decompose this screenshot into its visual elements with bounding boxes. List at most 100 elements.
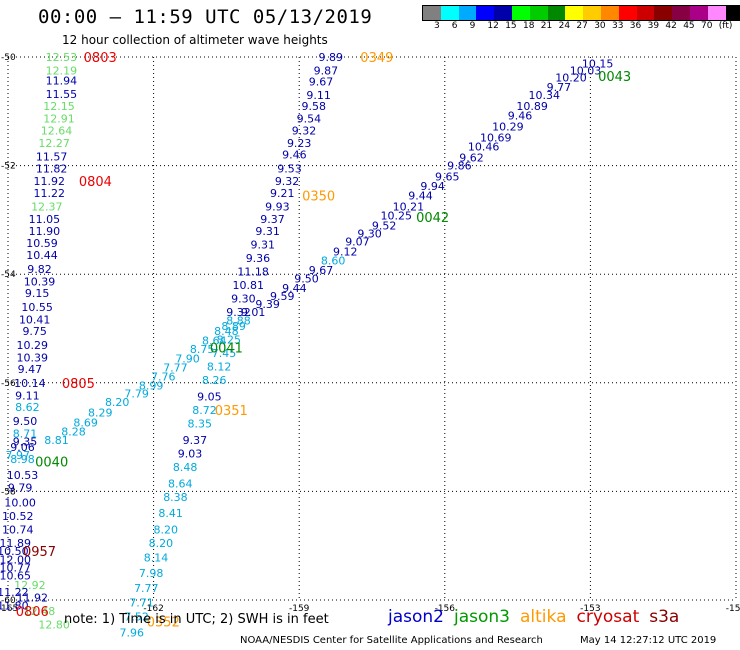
wave-height-value: 9.50 (294, 273, 319, 286)
legend-label: 15 (505, 21, 517, 31)
legend-swatch (494, 6, 512, 20)
legend-swatch (565, 6, 584, 20)
wave-height-value: 10.77 (0, 561, 31, 574)
wave-height-value: 9.47 (18, 363, 43, 376)
wave-height-value: 10.81 (232, 279, 264, 292)
wave-height-value: 10.41 (19, 313, 51, 326)
wave-height-value: 10.39 (17, 351, 49, 364)
wave-height-value: 9.32 (275, 175, 300, 188)
pass-time-label: 0805 (62, 377, 95, 392)
wave-height-value: 9.15 (25, 287, 50, 300)
wave-height-value: 9.30 (231, 293, 256, 306)
wave-height-value: 7.98 (139, 567, 164, 580)
legend-swatch (529, 6, 548, 20)
wave-height-value: 8.71 (13, 427, 38, 440)
wave-height-value: 11.22 (34, 187, 66, 200)
wave-height-value: 10.03 (570, 65, 602, 78)
legend-swatch (458, 6, 477, 20)
wave-height-value: 10.39 (24, 275, 56, 288)
wave-height-value: 11.18 (237, 265, 269, 278)
legend-label: 33 (612, 21, 624, 31)
wave-height-value: 8.48 (173, 461, 198, 474)
wave-height-value: 9.93 (265, 200, 290, 213)
wave-height-value: 10.00 (4, 496, 36, 509)
wave-height-value: 8.81 (44, 434, 69, 447)
wave-height-value: 9.11 (15, 389, 40, 402)
wave-height-value: 9.87 (314, 65, 339, 78)
legend-label: (ft) (718, 21, 733, 31)
wave-height-value: 10.44 (26, 249, 58, 262)
legend-swatch (583, 6, 601, 20)
wave-height-value: 10.20 (555, 72, 587, 85)
legend-label: 27 (576, 21, 588, 31)
wave-height-value: 9.54 (297, 112, 322, 125)
wave-height-value: 7.77 (163, 362, 188, 375)
wave-height-value: 9.07 (345, 236, 370, 249)
footer-note: note: 1) Time is in UTC; 2) SWH is in fe… (64, 612, 329, 627)
wave-height-value: 9.32 (292, 124, 317, 137)
wave-height-value: 8.75 (190, 343, 215, 356)
wave-height-value: 9.62 (459, 151, 484, 164)
wave-height-value: 12.53 (46, 51, 78, 64)
wave-height-value: 7.45 (212, 347, 237, 360)
x-tick-label: -159 (289, 604, 310, 614)
legend-swatch (618, 6, 637, 20)
wave-height-value: 9.06 (10, 441, 35, 454)
pass-time-label: 0040 (35, 456, 68, 471)
wave-height-value: 8.20 (149, 537, 174, 550)
wave-height-value: 9.67 (309, 75, 334, 88)
wave-height-value: 9.23 (287, 137, 312, 150)
wave-height-value: 11.05 (29, 213, 61, 226)
wave-height-value: 8.28 (61, 426, 86, 439)
wave-height-value: 9.44 (408, 189, 433, 202)
wave-height-value: 11.57 (36, 150, 68, 163)
wave-height-value: 10.50 (0, 545, 29, 558)
pass-time-label: 0043 (598, 70, 631, 85)
wave-height-value: 12.15 (43, 100, 75, 113)
wave-height-value: 10.25 (381, 210, 413, 223)
pass-time-label: 0041 (210, 342, 243, 357)
satellite-legend: jason2 jason3 altika cryosat s3a (388, 607, 689, 627)
x-tick-label: -150 (726, 604, 740, 614)
wave-height-value: 8.35 (187, 418, 212, 431)
pass-time-label: 0803 (84, 51, 117, 66)
wave-height-value: 9.39 (255, 298, 280, 311)
wave-height-value: 9.52 (372, 219, 397, 232)
wave-height-value: 10.59 (26, 237, 58, 250)
legend-swatch (636, 6, 655, 20)
legend-label: 30 (594, 21, 606, 31)
wave-height-value: 9.59 (270, 290, 295, 303)
wave-height-value: 9.53 (277, 162, 302, 175)
wave-height-value: 8.62 (15, 401, 40, 414)
wave-height-value: 9.36 (246, 252, 271, 265)
wave-height-value: 8.29 (88, 407, 113, 420)
satellite-name: jason2 (388, 607, 444, 627)
wave-height-value: 9.11 (306, 89, 331, 102)
wave-height-value: 9.86 (447, 160, 472, 173)
wave-height-value: 12.64 (41, 124, 73, 137)
wave-height-value: 7.96 (120, 627, 145, 640)
wave-height-value: 8.69 (73, 416, 98, 429)
wave-height-value: 9.44 (282, 282, 307, 295)
legend-label: 3 (434, 21, 440, 31)
wave-height-value: 10.46 (468, 141, 500, 154)
wave-height-value: 9.37 (260, 213, 285, 226)
legend-label: 70 (701, 21, 713, 31)
wave-height-value: 7.79 (124, 388, 149, 401)
wave-height-value: 9.75 (22, 325, 47, 338)
wave-height-value: 9.01 (241, 306, 266, 319)
wave-height-value: 8.41 (158, 507, 183, 520)
chart-subtitle: 12 hour collection of altimeter wave hei… (62, 33, 328, 47)
wave-height-value: 9.77 (547, 81, 572, 94)
legend-swatch (725, 6, 740, 20)
wave-height-value: 9.65 (435, 170, 460, 183)
legend-swatch (600, 6, 619, 20)
footer-credit: NOAA/NESDIS Center for Satellite Applica… (240, 635, 543, 646)
wave-height-value: 10.52 (2, 510, 34, 523)
legend-swatch (511, 6, 530, 20)
y-tick-label: -56 (1, 379, 16, 389)
legend-label: 12 (487, 21, 499, 31)
wave-height-value: 12.48 (24, 605, 56, 618)
wave-height-value: 9.94 (420, 180, 445, 193)
